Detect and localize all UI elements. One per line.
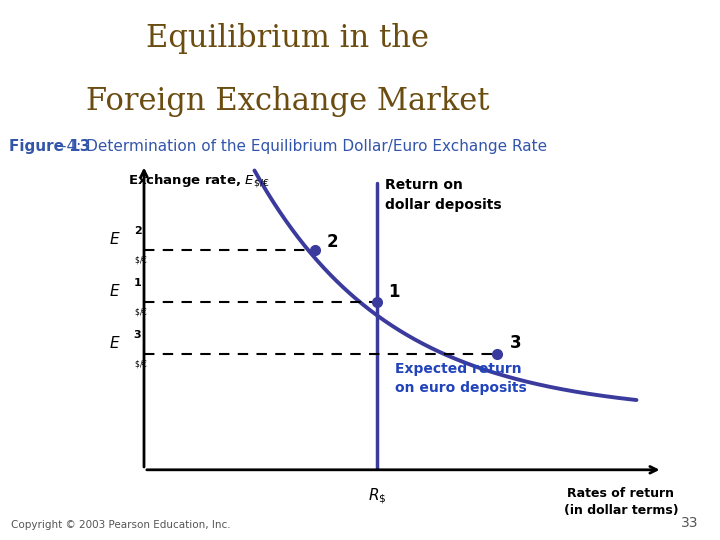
Text: Copyright © 2003 Pearson Education, Inc.: Copyright © 2003 Pearson Education, Inc. <box>11 520 230 530</box>
Text: $_{\$/€}$: $_{\$/€}$ <box>134 254 148 268</box>
Text: 3: 3 <box>510 334 521 352</box>
Text: $\mathit{E}$: $\mathit{E}$ <box>109 283 121 299</box>
Text: Rates of return
(in dollar terms): Rates of return (in dollar terms) <box>564 487 678 517</box>
Text: $_{\$/€}$: $_{\$/€}$ <box>134 357 148 372</box>
Text: 33: 33 <box>681 516 698 530</box>
Text: Equilibrium in the: Equilibrium in the <box>146 23 430 55</box>
Text: 1: 1 <box>134 278 141 288</box>
Text: Foreign Exchange Market: Foreign Exchange Market <box>86 85 490 117</box>
Text: 1: 1 <box>389 282 400 300</box>
Text: 2: 2 <box>326 233 338 251</box>
Text: 3: 3 <box>134 330 141 340</box>
Text: $\mathit{E}$: $\mathit{E}$ <box>109 231 121 247</box>
Text: $R_\$$: $R_\$$ <box>368 487 387 506</box>
Text: Figure 13: Figure 13 <box>9 139 90 154</box>
Text: $_{\$/€}$: $_{\$/€}$ <box>134 306 148 320</box>
Text: 2: 2 <box>134 226 141 237</box>
Text: Return on
dollar deposits: Return on dollar deposits <box>385 178 502 212</box>
Text: Expected return
on euro deposits: Expected return on euro deposits <box>395 361 527 395</box>
Text: $\mathit{E}$: $\mathit{E}$ <box>109 335 121 351</box>
Text: Exchange rate, $\mathit{E}_{\$/€}$: Exchange rate, $\mathit{E}_{\$/€}$ <box>128 172 270 190</box>
Text: -4: Determination of the Equilibrium Dollar/Euro Exchange Rate: -4: Determination of the Equilibrium Dol… <box>61 139 547 154</box>
